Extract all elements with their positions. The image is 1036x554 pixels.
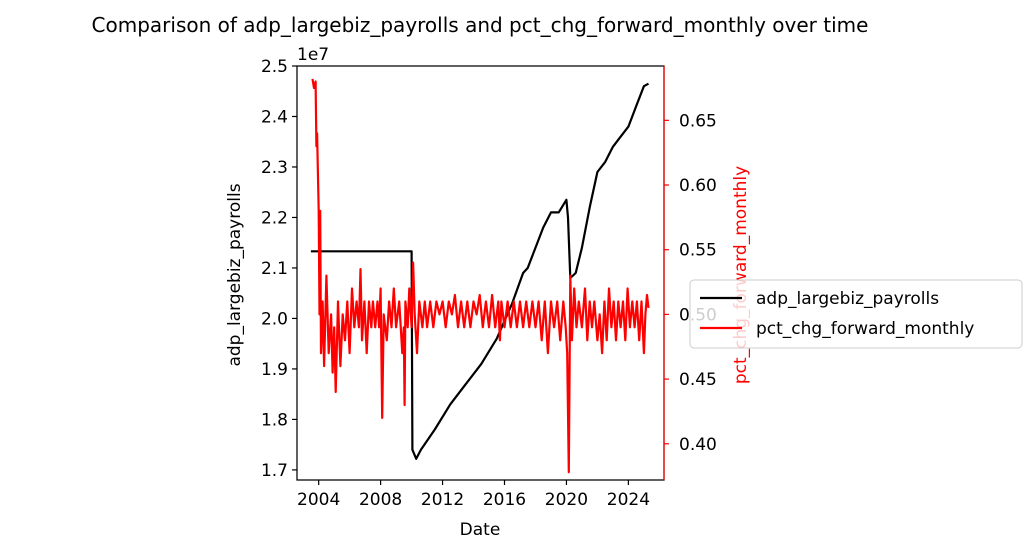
left-axis-multiplier: 1e7 [297, 45, 329, 65]
y-tick-label-left: 1.9 [261, 360, 288, 380]
y-tick-label-left: 2.3 [261, 158, 288, 178]
x-ticks: 2004 2008 2012 2016 2020 2024 [297, 480, 650, 510]
x-tick-label: 2024 [607, 490, 650, 510]
x-tick-label: 2016 [483, 490, 526, 510]
series-layer [310, 78, 650, 474]
y-tick-label-left: 2.1 [261, 259, 288, 279]
x-tick-label: 2004 [297, 490, 340, 510]
y-tick-label-right: 0.40 [679, 435, 717, 455]
series-line-adp-largebiz-payrolls [310, 82, 650, 460]
y-ticks-right: 0.400.450.500.550.600.65 [664, 111, 717, 455]
x-tick-label: 2020 [545, 490, 588, 510]
y-tick-label-left: 2.4 [261, 107, 288, 127]
legend-box [689, 279, 1023, 349]
plot-frame [296, 65, 665, 481]
y-tick-label-left: 1.8 [261, 410, 288, 430]
y-tick-label-right: 0.45 [679, 370, 717, 390]
legend-label-adp: adp_largebiz_payrolls [756, 289, 939, 309]
y-ticks-left: 1.7 1.8 1.9 2.0 2.1 2.2 2.3 2.4 2.5 [261, 57, 297, 481]
x-axis-label: Date [460, 520, 501, 540]
chart-title: Comparison of adp_largebiz_payrolls and … [92, 13, 869, 37]
y-tick-label-left: 2.2 [261, 208, 288, 228]
y-axis-label-left: adp_largebiz_payrolls [225, 183, 245, 366]
y-tick-label-right: 0.55 [679, 241, 717, 261]
y-axis-label-right: pct_chg_forward_monthly [731, 166, 751, 384]
legend: adp_largebiz_payrolls pct_chg_forward_mo… [689, 279, 1023, 349]
y-tick-label-right: 0.60 [679, 176, 717, 196]
y-tick-label-right: 0.65 [679, 111, 717, 131]
y-tick-label-left: 1.7 [261, 461, 288, 481]
y-tick-label-left: 2.5 [261, 57, 288, 77]
x-tick-label: 2012 [421, 490, 464, 510]
y-tick-label-left: 2.0 [261, 309, 288, 329]
legend-label-pct: pct_chg_forward_monthly [756, 319, 974, 339]
series-line-pct-chg-forward-monthly [311, 78, 650, 474]
x-tick-label: 2008 [359, 490, 402, 510]
